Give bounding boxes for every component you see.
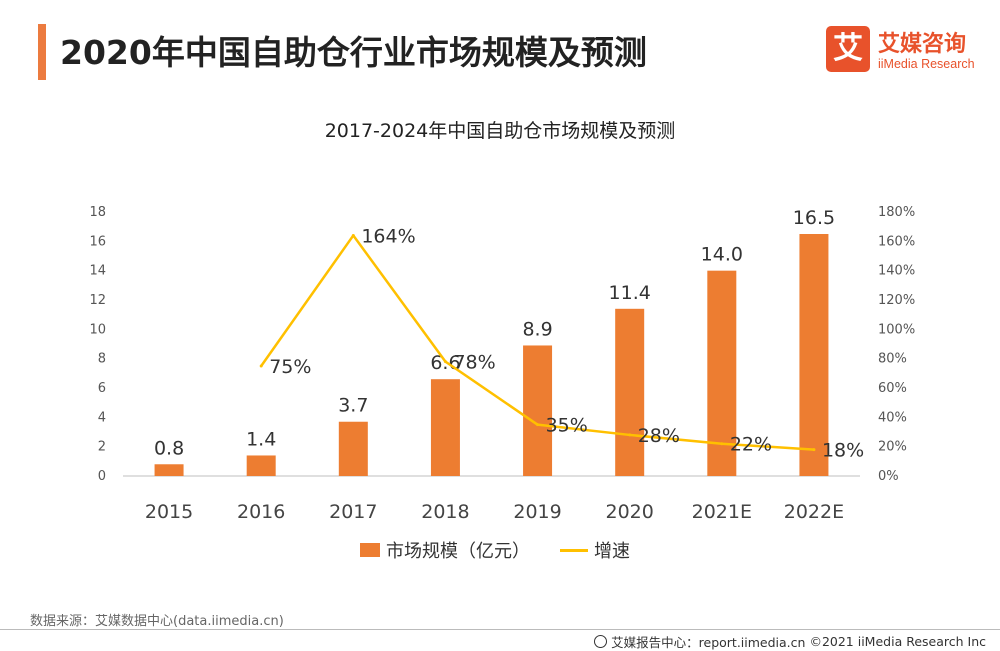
chart-legend: 市场规模（亿元） 增速 [360, 538, 630, 562]
footer: 艾媒报告中心：report.iimedia.cn ©2021 iiMedia R… [594, 632, 990, 651]
growth-point [536, 423, 540, 427]
growth-point [628, 433, 632, 437]
y-left-tick-label: 14 [89, 264, 106, 279]
legend-bar-swatch [360, 543, 380, 557]
x-tick-label: 2018 [421, 501, 469, 523]
y-left-tick-label: 8 [98, 352, 106, 367]
data-source: 数据来源：艾媒数据中心(data.iimedia.cn) [30, 614, 284, 629]
y-left-tick-label: 18 [89, 205, 106, 220]
bar [615, 308, 645, 476]
x-tick-label: 2019 [513, 501, 561, 523]
bar-value-label: 0.8 [154, 437, 184, 459]
y-right-tick-label: 80% [878, 352, 907, 367]
x-tick-label: 2017 [329, 501, 377, 523]
y-left-tick-label: 6 [98, 381, 106, 396]
page-title: 2020年中国自助仓行业市场规模及预测 [60, 33, 647, 72]
bar-value-label: 1.4 [246, 428, 276, 450]
y-left-tick-label: 16 [89, 234, 106, 249]
bar [154, 464, 184, 476]
title-accent-bar [38, 24, 46, 80]
y-right-tick-label: 160% [878, 234, 915, 249]
growth-point [259, 364, 263, 368]
bar-value-label: 6.6 [430, 352, 460, 374]
y-right-tick-label: 140% [878, 264, 915, 279]
x-tick-label: 2021E [692, 501, 752, 523]
growth-value-label: 22% [730, 434, 772, 456]
bar [799, 234, 829, 476]
growth-point [351, 233, 355, 237]
bar [246, 455, 276, 476]
logo-name-cn: 艾媒咨询 [878, 32, 967, 57]
bar [523, 345, 553, 476]
y-right-tick-label: 20% [878, 440, 907, 455]
y-right-tick-label: 40% [878, 410, 907, 425]
legend-line-label: 增速 [594, 541, 630, 562]
report-center: 艾媒报告中心：report.iimedia.cn [611, 635, 806, 650]
y-right-tick-label: 60% [878, 381, 907, 396]
y-right-tick-label: 0% [878, 469, 899, 484]
x-tick-label: 2020 [606, 501, 654, 523]
y-left-tick-label: 10 [89, 322, 106, 337]
y-left-tick-label: 4 [98, 410, 106, 425]
bar-value-label: 3.7 [338, 395, 368, 417]
growth-point [720, 442, 724, 446]
x-tick-label: 2015 [145, 501, 193, 523]
y-right-tick-label: 120% [878, 293, 915, 308]
legend-bar-label: 市场规模（亿元） [386, 541, 530, 562]
y-left-tick-label: 2 [98, 440, 106, 455]
growth-point [443, 360, 447, 364]
growth-value-label: 28% [638, 425, 680, 447]
y-left-tick-label: 0 [98, 469, 106, 484]
y-left-tick-label: 12 [89, 293, 106, 308]
bar [430, 379, 460, 476]
bar [338, 421, 368, 476]
footer-divider [0, 629, 1000, 630]
x-tick-label: 2022E [784, 501, 844, 523]
copyright: ©2021 iiMedia Research Inc [809, 634, 986, 649]
bar-value-label: 16.5 [793, 207, 835, 229]
chart-title: 2017-2024年中国自助仓市场规模及预测 [324, 120, 676, 142]
combo-chart: 0246810121416180%20%40%60%80%100%120%140… [89, 205, 915, 523]
iimedia-logo: 艾 艾媒咨询 iiMedia Research [826, 26, 986, 76]
growth-value-label: 75% [269, 356, 311, 378]
growth-value-label: 35% [546, 415, 588, 437]
globe-icon [594, 635, 608, 648]
logo-mark: 艾 [826, 26, 870, 72]
bar-value-label: 14.0 [701, 244, 743, 266]
growth-point [812, 448, 816, 452]
y-right-tick-label: 100% [878, 322, 915, 337]
x-tick-label: 2016 [237, 501, 285, 523]
logo-name-en: iiMedia Research [878, 57, 975, 71]
y-right-tick-label: 180% [878, 205, 915, 220]
legend-line-swatch [560, 548, 588, 552]
growth-value-label: 18% [822, 440, 864, 462]
bar-value-label: 8.9 [522, 318, 552, 340]
growth-value-label: 78% [453, 352, 495, 374]
growth-value-label: 164% [361, 225, 415, 247]
bar-value-label: 11.4 [609, 282, 651, 304]
